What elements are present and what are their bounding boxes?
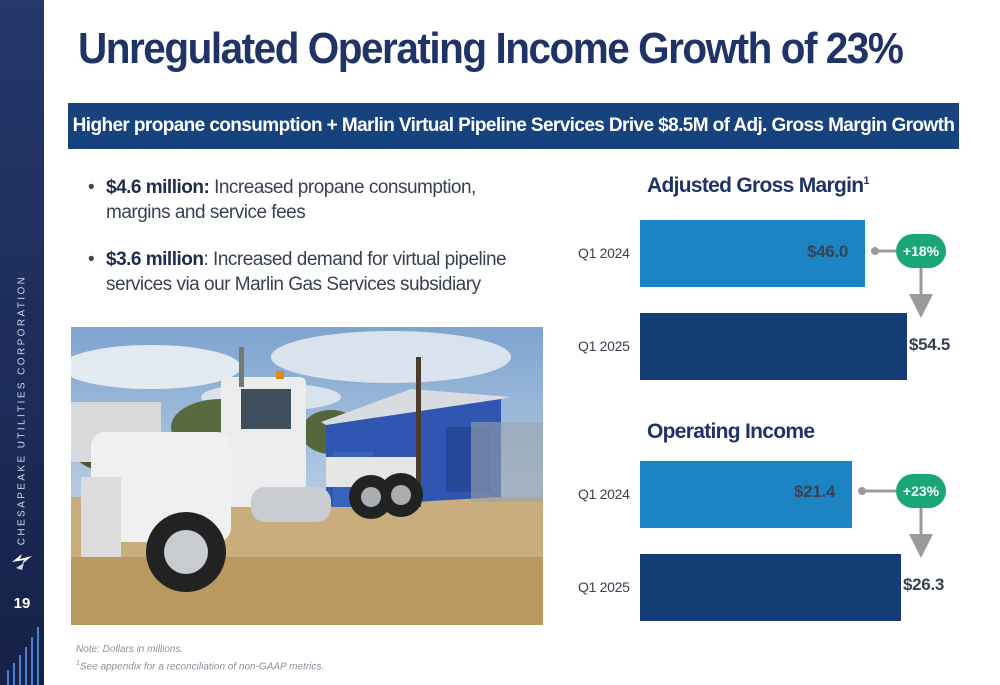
summary-banner: Higher propane consumption + Marlin Virt… [68, 103, 959, 149]
page-title: Unregulated Operating Income Growth of 2… [78, 24, 904, 73]
truck-photo [71, 327, 543, 625]
connector-dot [858, 487, 866, 495]
connector-dot [871, 247, 879, 255]
footnote-mark: 1 [76, 660, 80, 667]
data-label-agm-q1-2025: $54.5 [909, 335, 951, 354]
footnote-reference: 1See appendix for a reconciliation of no… [76, 660, 324, 672]
tick-label-q1-2025: Q1 2025 [578, 579, 630, 595]
tick-label-q1-2024: Q1 2024 [578, 245, 630, 261]
sidebar: CHESAPEAKE UTILITIES CORPORATION 19 [0, 0, 44, 685]
bullet-amount: $3.6 million [106, 249, 204, 270]
chart-title-operating-income: Operating Income [647, 420, 815, 443]
chart-title-text: Adjusted Gross Margin [647, 174, 864, 197]
bar-agm-q1-2024 [640, 220, 865, 287]
bullet-list: $4.6 million: Increased propane consumpt… [88, 175, 528, 319]
company-name-vertical: CHESAPEAKE UTILITIES CORPORATION [16, 274, 28, 546]
tick-label-q1-2024: Q1 2024 [578, 486, 630, 502]
footnote-note: Note: Dollars in millions. [76, 644, 184, 655]
chart-title-adjusted-gross-margin: Adjusted Gross Margin1 [647, 174, 870, 198]
growth-badge-agm: +18% [896, 234, 946, 268]
bar-agm-q1-2025 [640, 313, 907, 380]
data-label-agm-q1-2024: $46.0 [807, 242, 849, 261]
footnote-marker: 1 [863, 175, 869, 187]
bullet-amount: $4.6 million: [106, 177, 210, 198]
growth-badge-oi: +23% [896, 474, 946, 508]
bullet-text: : Increased demand for virtual pipeline … [106, 249, 507, 295]
bar-oi-q1-2025 [640, 554, 901, 621]
data-label-oi-q1-2024: $21.4 [794, 482, 836, 501]
bullet-item: $4.6 million: Increased propane consumpt… [88, 175, 528, 225]
bullet-text: Increased propane consumption, margins a… [106, 177, 476, 223]
decorative-bars-icon [7, 627, 39, 685]
company-logo-icon [12, 554, 32, 570]
data-label-oi-q1-2025: $26.3 [903, 575, 945, 594]
bar-oi-q1-2024 [640, 461, 852, 528]
bullet-item: $3.6 million: Increased demand for virtu… [88, 247, 528, 297]
tick-label-q1-2025: Q1 2025 [578, 338, 630, 354]
footnote-ref-text: See appendix for a reconciliation of non… [79, 661, 325, 673]
page-number: 19 [13, 595, 31, 612]
